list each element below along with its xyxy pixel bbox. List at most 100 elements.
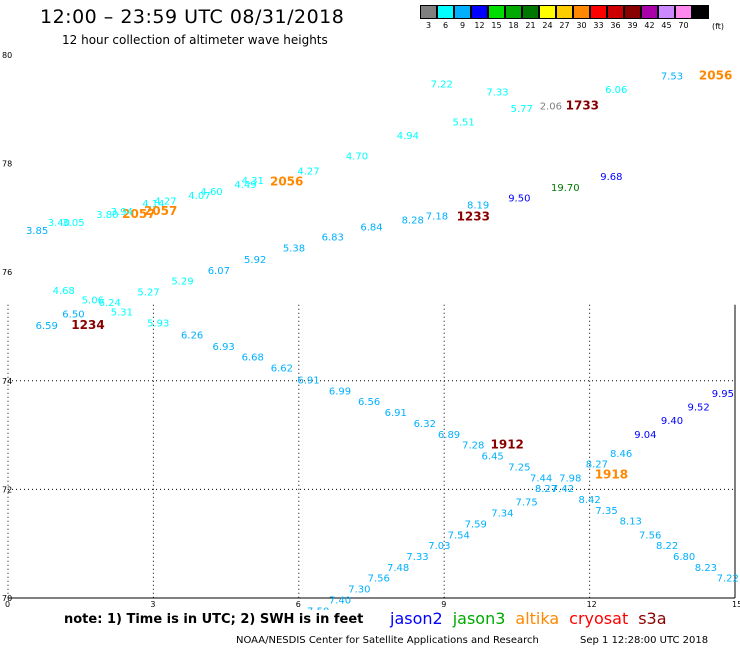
wave-height-point: 9.04 xyxy=(634,430,656,441)
wave-height-point: 6.07 xyxy=(208,266,230,277)
wave-height-point: 9.68 xyxy=(600,172,622,183)
legend-label: 30 xyxy=(576,21,587,30)
legend-swatch xyxy=(675,5,692,19)
time-label: 1234 xyxy=(71,318,104,332)
wave-height-point: 6.83 xyxy=(322,233,344,244)
legend-swatch xyxy=(556,5,573,19)
wave-height-point: 8.23 xyxy=(695,563,717,574)
wave-height-point: 5.51 xyxy=(452,118,474,129)
legend-labels: 3 6 9 12 15 18 21 24 27 30 33 36 39 42 45 70 xyxy=(420,21,709,30)
wave-height-point: 3.80 xyxy=(96,210,118,221)
y-tick-label: 72 xyxy=(2,485,12,494)
wave-height-point: 5.93 xyxy=(147,319,169,330)
legend-unit: (ft) xyxy=(712,22,725,31)
wave-height-point: 2.06 xyxy=(540,101,562,112)
wave-height-point: 6.62 xyxy=(271,364,293,375)
wave-height-point: 6.06 xyxy=(605,85,627,96)
wave-height-point: 6.59 xyxy=(36,321,58,332)
y-tick-label: 70 xyxy=(2,594,12,603)
wave-height-point: 6.24 xyxy=(99,298,121,309)
legend-label: 39 xyxy=(627,21,638,30)
time-label: 2057 xyxy=(122,207,155,221)
time-label: 1233 xyxy=(457,210,490,224)
color-legend: 3 6 9 12 15 18 21 24 27 30 33 36 39 42 45 70 xyxy=(420,5,709,30)
footer-credit: NOAA/NESDIS Center for Satellite Applica… xyxy=(236,635,539,646)
time-label: 1912 xyxy=(491,438,524,452)
wave-height-point: 7.75 xyxy=(515,498,537,509)
wave-height-point: 7.22 xyxy=(431,80,453,91)
wave-height-point: 6.89 xyxy=(438,430,460,441)
x-tick-label: 0 xyxy=(5,600,10,609)
wave-height-point: 5.77 xyxy=(511,104,533,115)
wave-height-point: 9.95 xyxy=(712,389,734,400)
legend-swatch xyxy=(573,5,590,19)
wave-height-point: 7.54 xyxy=(448,530,470,541)
wave-height-point: 9.40 xyxy=(661,416,683,427)
legend-label: 45 xyxy=(661,21,672,30)
wave-height-point: 4.68 xyxy=(53,286,75,297)
wave-height-point: 8.46 xyxy=(610,449,632,460)
wave-height-point: 7.33 xyxy=(486,88,508,99)
wave-height-point: 7.03 xyxy=(428,541,450,552)
wave-height-point: 7.42 xyxy=(552,484,574,495)
wave-height-point: 6.91 xyxy=(297,376,319,387)
wave-height-point: 19.70 xyxy=(551,183,580,194)
satellite-legend-item: s3a xyxy=(638,609,667,628)
wave-height-point: 7.18 xyxy=(426,212,448,223)
time-label: 2056 xyxy=(699,68,732,82)
wave-height-point: 4.49 xyxy=(234,180,256,191)
x-tick-label: 3 xyxy=(150,600,155,609)
wave-height-point: 7.44 xyxy=(530,473,552,484)
wave-height-point: 6.56 xyxy=(358,397,380,408)
y-tick-label: 74 xyxy=(2,377,12,386)
legend-label: 21 xyxy=(525,21,536,30)
legend-label: 6 xyxy=(442,21,449,30)
wave-height-point: 7.35 xyxy=(595,506,617,517)
x-tick-label: 9 xyxy=(441,600,446,609)
legend-swatches xyxy=(420,5,709,19)
wave-height-point: 7.59 xyxy=(465,519,487,530)
footer-date: Sep 1 12:28:00 UTC 2018 xyxy=(580,635,709,646)
legend-label: 15 xyxy=(491,21,502,30)
wave-height-point: 8.28 xyxy=(402,215,424,226)
wave-height-point: 3.85 xyxy=(26,226,48,237)
wave-height-point: 7.40 xyxy=(329,595,351,606)
wave-height-point: 6.32 xyxy=(414,419,436,430)
legend-label: 42 xyxy=(644,21,655,30)
wave-height-point: 8.27 xyxy=(535,484,557,495)
y-tick-label: 80 xyxy=(2,51,12,60)
wave-height-point: 9.52 xyxy=(688,403,710,414)
wave-height-point: 7.53 xyxy=(661,71,683,82)
legend-swatch xyxy=(471,5,488,19)
wave-height-point: 7.50 xyxy=(307,606,329,610)
wave-height-point: 7.56 xyxy=(639,530,661,541)
wave-height-point: 7.98 xyxy=(559,473,581,484)
wave-height-point: 3.94 xyxy=(111,207,133,218)
wave-height-point: 9.50 xyxy=(508,194,530,205)
wave-height-point: 8.22 xyxy=(656,541,678,552)
wave-height-point: 5.92 xyxy=(244,255,266,266)
wave-height-point: 7.30 xyxy=(348,585,370,596)
wave-height-point: 5.31 xyxy=(111,308,133,319)
legend-swatch xyxy=(454,5,471,19)
satellite-legend-item: cryosat xyxy=(569,609,629,628)
legend-swatch xyxy=(420,5,437,19)
wave-height-point: 7.34 xyxy=(491,509,513,520)
legend-label: 24 xyxy=(542,21,553,30)
legend-swatch xyxy=(658,5,675,19)
page-subtitle: 12 hour collection of altimeter wave hei… xyxy=(62,33,328,47)
legend-label: 27 xyxy=(559,21,570,30)
time-label: 1733 xyxy=(566,98,599,112)
wave-height-point: 6.99 xyxy=(329,386,351,397)
satellite-legend-item: altika xyxy=(515,609,560,628)
x-tick-label: 6 xyxy=(296,600,301,609)
x-tick-label: 12 xyxy=(587,600,597,609)
legend-swatch xyxy=(692,5,709,19)
wave-height-point: 4.07 xyxy=(188,191,210,202)
wave-height-point: 6.45 xyxy=(482,452,504,463)
wave-height-point: 6.50 xyxy=(62,309,84,320)
wave-height-point: 5.29 xyxy=(171,277,193,288)
y-tick-label: 78 xyxy=(2,160,12,169)
wave-height-point: 6.91 xyxy=(385,408,407,419)
wave-height-point: 4.94 xyxy=(397,131,419,142)
